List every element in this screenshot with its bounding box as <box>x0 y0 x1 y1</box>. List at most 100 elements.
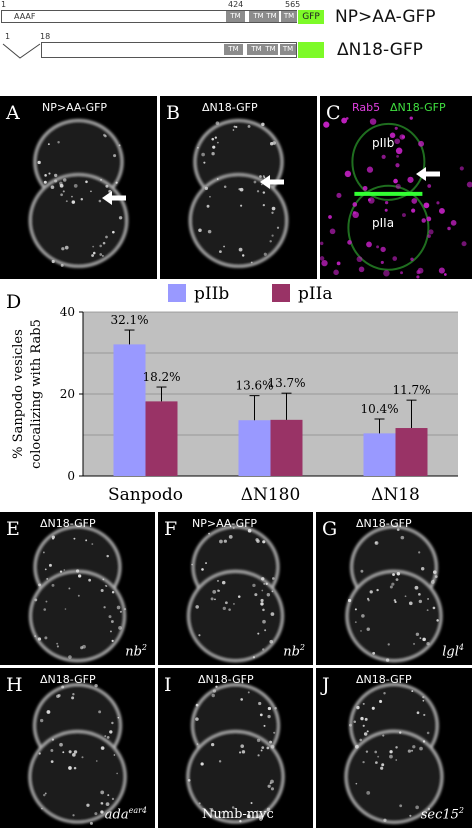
vesicle-dot <box>37 160 41 165</box>
vesicle-dot <box>263 583 265 585</box>
vesicle-dot <box>258 701 262 706</box>
vesicle-dot <box>395 759 398 761</box>
vesicle-dot <box>91 254 94 257</box>
rab5-dot <box>393 178 398 184</box>
legend-label: pIIa <box>298 284 332 304</box>
tm-domain: TM <box>249 11 268 22</box>
vesicle-dot <box>276 226 280 229</box>
vesicle-dot <box>211 742 215 747</box>
genotype-label: adaear4 <box>104 805 147 822</box>
vesicle-dot <box>396 528 400 532</box>
rab5-dot <box>336 261 341 266</box>
rab5-dot <box>329 228 336 235</box>
vesicle-dot <box>65 200 68 203</box>
vesicle-dot <box>101 746 105 750</box>
vesicle-dot <box>261 746 265 750</box>
rab5-dot <box>366 241 372 248</box>
cell-outline-top <box>351 122 426 201</box>
vesicle-dot <box>237 595 241 598</box>
vesicle-dot <box>116 772 118 775</box>
vesicle-dot <box>389 754 393 759</box>
panel-title: NP>AA-GFP <box>192 517 258 530</box>
vesicle-dot <box>366 730 369 733</box>
vesicle-dot <box>263 252 267 256</box>
vesicle-dot <box>409 814 412 817</box>
tm-domain: TM <box>280 44 296 55</box>
rab5-dot <box>320 256 325 261</box>
rab5-dot <box>358 266 365 273</box>
vesicle-dot <box>218 760 222 763</box>
rab5-dot <box>328 215 332 219</box>
vesicle-dot <box>206 204 210 208</box>
vesicle-dot <box>269 740 273 744</box>
panel-title: ΔN18-GFP <box>356 673 412 686</box>
vesicle-dot <box>191 563 193 566</box>
vesicle-dot <box>415 805 419 810</box>
vesicle-dot <box>48 172 51 175</box>
vesicle-dot <box>267 706 272 711</box>
vesicle-dot <box>75 569 80 573</box>
rab5-dot <box>411 208 416 213</box>
vesicle-dot <box>432 570 437 574</box>
vesicle-dot <box>257 632 260 635</box>
vesicle-dot <box>231 806 235 809</box>
genotype-label: sec152 <box>420 805 464 822</box>
vesicle-dot <box>355 744 359 749</box>
vesicle-dot <box>198 802 201 805</box>
vesicle-dot <box>56 645 59 648</box>
rab5-dot <box>418 140 425 147</box>
rab5-dot <box>395 163 400 168</box>
vesicle-dot <box>418 551 421 554</box>
cell-outline-bottom <box>345 569 443 663</box>
vesicle-dot <box>100 588 104 592</box>
vesicle-dot <box>200 762 204 766</box>
cell-outline-bottom <box>28 173 129 268</box>
vesicle-dot <box>34 598 38 602</box>
vesicle-dot <box>393 599 396 602</box>
vesicle-dot <box>270 744 275 749</box>
vesicle-dot <box>363 732 368 736</box>
panel-title: ΔN18-GFP <box>202 101 258 114</box>
gfp-tag: GFP <box>298 10 324 24</box>
y-tick-label: 20 <box>60 387 75 401</box>
vesicle-dot <box>223 245 225 248</box>
rab5-dot <box>401 213 406 218</box>
vesicle-dot <box>260 602 264 606</box>
vesicle-dot <box>257 754 260 757</box>
rab5-dot <box>396 154 399 158</box>
vesicle-dot <box>51 583 55 587</box>
vesicle-dot <box>214 598 216 601</box>
micrograph-panel-j: J ΔN18-GFP sec152 <box>316 668 472 828</box>
construct-motif-label: AAAF <box>14 12 36 21</box>
vesicle-dot <box>187 778 191 782</box>
vesicle-dot <box>262 619 266 624</box>
vesicle-dot <box>258 815 263 820</box>
cell-outline-bottom <box>347 184 430 271</box>
vesicle-dot <box>215 121 220 125</box>
vesicle-dot <box>51 259 55 264</box>
vesicle-dot <box>110 620 114 623</box>
vesicle-dot <box>91 543 94 545</box>
cell-pair-image <box>344 683 444 824</box>
vesicle-dot <box>362 761 365 764</box>
vesicle-dot <box>422 637 426 642</box>
vesicle-dot <box>43 608 47 611</box>
vesicle-dot <box>232 129 235 131</box>
vesicle-dot <box>399 731 402 734</box>
vesicle-dot <box>64 245 69 250</box>
vesicle-dot <box>260 749 263 752</box>
vesicle-dot <box>94 812 98 816</box>
vesicle-dot <box>239 820 242 823</box>
cell-outline-bottom <box>186 569 285 663</box>
vesicle-dot <box>212 145 216 149</box>
vesicle-dot <box>241 681 244 684</box>
vesicle-dot <box>111 639 114 642</box>
data-label: 13.6% <box>235 379 273 393</box>
vesicle-dot <box>113 154 117 158</box>
vesicle-dot <box>100 810 104 814</box>
rab5-dot <box>392 256 398 261</box>
rab5-dot <box>333 269 339 276</box>
bar-piia <box>395 428 428 476</box>
vesicle-dot <box>422 699 425 702</box>
vesicle-dot <box>211 137 215 141</box>
